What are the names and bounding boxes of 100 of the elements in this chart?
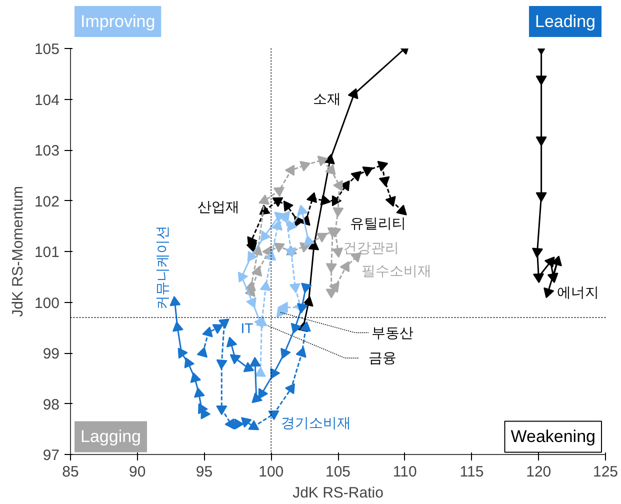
y-tick-label: 101: [34, 244, 60, 261]
point: [329, 282, 340, 293]
point: [297, 204, 308, 216]
point: [212, 324, 224, 334]
point: [258, 194, 270, 205]
point: [348, 88, 358, 100]
point: [226, 336, 238, 348]
point: [184, 357, 194, 368]
point: [332, 247, 344, 258]
point: [296, 346, 306, 358]
x-tick-label: 110: [392, 464, 417, 480]
point: [276, 306, 287, 318]
point: [317, 156, 328, 166]
x-tick-label: 120: [526, 464, 552, 480]
point: [260, 230, 271, 242]
point: [283, 200, 294, 212]
point: [196, 346, 208, 358]
point: [332, 207, 344, 218]
text: 금융: [368, 350, 396, 366]
series-label: 건강관리: [343, 240, 399, 256]
point: [250, 356, 261, 367]
point: [216, 359, 228, 370]
point: [190, 372, 201, 383]
text: 커뮤니케이션: [154, 225, 170, 310]
point: [256, 316, 268, 326]
point: [377, 160, 388, 172]
point: [536, 136, 547, 146]
point: [243, 362, 254, 372]
series-label: 필수소비재: [362, 262, 432, 279]
point: [340, 261, 350, 272]
point: [218, 318, 230, 329]
point: [304, 235, 315, 246]
point: [301, 282, 312, 294]
point: [532, 248, 543, 258]
point: [327, 227, 338, 238]
point: [202, 326, 213, 338]
point: [172, 321, 184, 332]
point: [350, 170, 362, 182]
point: [362, 166, 374, 177]
point: [273, 186, 284, 197]
point: [178, 348, 188, 359]
point: [284, 383, 295, 394]
x-tick-label: 100: [258, 464, 284, 480]
point: [272, 197, 284, 208]
point: [246, 297, 256, 308]
x-tick-label: 85: [62, 464, 79, 480]
point: [274, 242, 285, 253]
point: [194, 387, 205, 398]
point: [246, 242, 257, 252]
point: [290, 322, 302, 334]
y-tick-label: 100: [34, 294, 60, 312]
y-tick-label: 104: [34, 92, 60, 109]
point: [272, 220, 283, 231]
point: [198, 403, 208, 414]
point: [260, 280, 271, 291]
text: Improving: [80, 12, 156, 31]
x-tick-label: 105: [325, 464, 351, 480]
point: [230, 354, 241, 364]
point: [258, 388, 268, 400]
point: [320, 194, 331, 206]
text: 부동산: [371, 324, 414, 340]
x-tick-label: 115: [460, 464, 484, 480]
point: [396, 204, 407, 216]
point: [265, 250, 276, 261]
point: [302, 296, 314, 307]
y-tick-label: 97: [42, 447, 60, 464]
point: [284, 164, 295, 176]
point: [224, 418, 235, 430]
y-tick-label: 102: [34, 193, 60, 210]
x-tick-label: 90: [129, 464, 146, 480]
point: [300, 321, 311, 332]
point: [234, 418, 244, 430]
x-tick-label: 95: [196, 464, 213, 480]
annotation: Lagging: [80, 427, 142, 446]
y-axis-title: JdK RS-Momentum: [9, 186, 26, 317]
point: [248, 420, 260, 430]
point: [326, 263, 337, 273]
point: [385, 196, 396, 207]
series-label: 산업재: [197, 198, 240, 214]
series-label: IT: [240, 320, 254, 336]
series-label: 에너지: [556, 284, 599, 300]
point: [247, 250, 258, 262]
point: [333, 180, 343, 192]
point: [287, 220, 298, 232]
point: [547, 272, 558, 284]
series-label: 경기소비재: [280, 414, 351, 431]
point: [297, 303, 308, 314]
point: [254, 367, 266, 377]
point: [532, 273, 544, 284]
point: [289, 283, 300, 294]
point: [306, 192, 318, 203]
point: [378, 176, 390, 187]
point: [280, 348, 291, 359]
series-label: 소재: [312, 90, 341, 106]
point: [240, 417, 252, 428]
point: [300, 161, 310, 172]
point: [238, 272, 248, 283]
point: [536, 76, 547, 86]
y-tick-label: 98: [42, 396, 60, 414]
y-tick-label: 103: [34, 142, 60, 160]
